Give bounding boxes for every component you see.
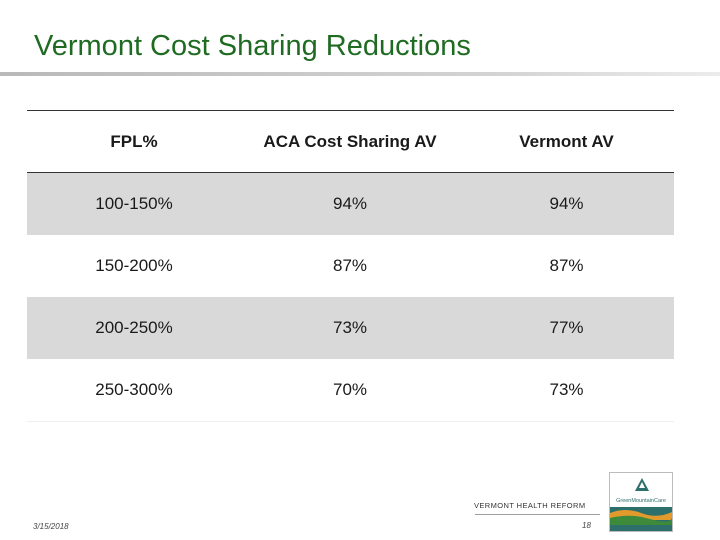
footer-date: 3/15/2018 bbox=[33, 522, 69, 531]
cell-fpl: 100-150% bbox=[27, 172, 241, 235]
table-header-row: FPL% ACA Cost Sharing AV Vermont AV bbox=[27, 110, 674, 173]
cell-aca-av: 70% bbox=[241, 359, 459, 422]
cell-aca-av: 73% bbox=[241, 297, 459, 359]
footer-divider bbox=[475, 514, 600, 515]
table-row: 150-200% 87% 87% bbox=[27, 235, 674, 297]
table-row: 200-250% 73% 77% bbox=[27, 297, 674, 359]
logo-wordmark: GreenMountainCare bbox=[616, 498, 666, 504]
cell-vermont-av: 73% bbox=[459, 359, 674, 422]
logo-landscape-band bbox=[610, 507, 672, 531]
cell-aca-av: 94% bbox=[241, 172, 459, 235]
cell-vermont-av: 94% bbox=[459, 172, 674, 235]
cost-sharing-table: FPL% ACA Cost Sharing AV Vermont AV 100-… bbox=[27, 110, 674, 422]
header-vermont-av: Vermont AV bbox=[459, 110, 674, 173]
cell-fpl: 250-300% bbox=[27, 359, 241, 422]
green-mountain-care-logo: GreenMountainCare bbox=[609, 472, 673, 532]
cell-vermont-av: 87% bbox=[459, 235, 674, 297]
cell-fpl: 150-200% bbox=[27, 235, 241, 297]
table-row: 250-300% 70% 73% bbox=[27, 359, 674, 422]
footer-org-label: VERMONT HEALTH REFORM bbox=[474, 501, 586, 510]
header-aca-av: ACA Cost Sharing AV bbox=[241, 110, 459, 173]
cell-vermont-av: 77% bbox=[459, 297, 674, 359]
mountain-logo-icon bbox=[635, 478, 649, 491]
table-row: 100-150% 94% 94% bbox=[27, 172, 674, 235]
slide-title: Vermont Cost Sharing Reductions bbox=[34, 30, 471, 62]
header-fpl: FPL% bbox=[27, 110, 241, 173]
page-number: 18 bbox=[582, 521, 591, 530]
cell-fpl: 200-250% bbox=[27, 297, 241, 359]
title-divider bbox=[0, 72, 720, 76]
cell-aca-av: 87% bbox=[241, 235, 459, 297]
